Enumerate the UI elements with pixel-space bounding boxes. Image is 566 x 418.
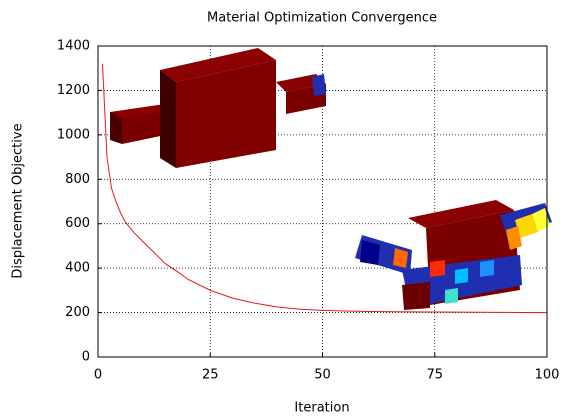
y-tick-label: 1000 <box>57 127 90 142</box>
chart-title: Material Optimization Convergence <box>207 11 437 26</box>
y-tick-label: 0 <box>82 350 90 365</box>
voxel-design-initial <box>110 48 326 168</box>
x-tick-label: 25 <box>202 368 219 383</box>
y-tick-label: 800 <box>65 172 90 187</box>
plot <box>101 63 548 314</box>
x-tick-label: 50 <box>314 368 331 383</box>
x-tick-label: 75 <box>426 368 443 383</box>
series-line <box>101 63 548 314</box>
voxel-design-optimized <box>355 200 552 310</box>
y-tick-label: 200 <box>65 305 90 320</box>
y-tick-label: 1200 <box>57 83 90 98</box>
y-tick-label: 400 <box>65 261 90 276</box>
x-tick-label: 100 <box>535 368 560 383</box>
y-tick-label: 1400 <box>57 39 90 54</box>
y-tick-label: 600 <box>65 216 90 231</box>
y-axis-label: Displacement Objective <box>11 123 26 278</box>
x-axis-label: Iteration <box>294 401 349 416</box>
x-tick-label: 0 <box>94 368 102 383</box>
